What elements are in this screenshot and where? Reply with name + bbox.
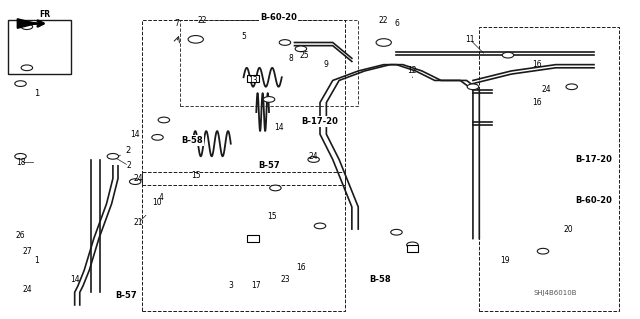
- Circle shape: [538, 249, 548, 254]
- Circle shape: [21, 24, 33, 30]
- Text: 3: 3: [228, 281, 233, 291]
- Text: B-60-20: B-60-20: [260, 13, 297, 22]
- Bar: [141, 20, 346, 185]
- Text: B-60-20: B-60-20: [575, 196, 612, 205]
- Text: 2: 2: [115, 146, 131, 158]
- Text: 14: 14: [131, 130, 140, 139]
- Text: 11: 11: [465, 35, 474, 44]
- Text: 21: 21: [134, 218, 143, 227]
- Text: 24: 24: [541, 85, 551, 94]
- Text: 24: 24: [22, 285, 32, 294]
- Bar: [479, 27, 620, 311]
- Text: 20: 20: [564, 225, 573, 234]
- Circle shape: [263, 97, 275, 102]
- Text: 26: 26: [16, 231, 26, 240]
- Text: B-17-20: B-17-20: [575, 155, 612, 164]
- Circle shape: [308, 157, 319, 162]
- Bar: [180, 20, 358, 106]
- Text: 12: 12: [408, 66, 417, 76]
- Circle shape: [279, 40, 291, 45]
- Circle shape: [21, 65, 33, 70]
- Text: 19: 19: [500, 256, 509, 265]
- Bar: [247, 75, 259, 82]
- Text: 2: 2: [127, 161, 131, 170]
- Text: 6: 6: [394, 19, 399, 28]
- Circle shape: [188, 35, 204, 43]
- Circle shape: [190, 138, 202, 143]
- Text: 24: 24: [309, 152, 319, 161]
- Text: 27: 27: [22, 247, 32, 256]
- Circle shape: [314, 223, 326, 229]
- Bar: [247, 235, 259, 242]
- Text: 22: 22: [197, 16, 207, 25]
- Text: 22: 22: [379, 16, 388, 25]
- Text: 15: 15: [268, 212, 277, 221]
- Circle shape: [566, 84, 577, 90]
- Text: 15: 15: [191, 171, 200, 180]
- Circle shape: [15, 153, 26, 159]
- Text: 10: 10: [153, 198, 163, 207]
- Circle shape: [15, 81, 26, 86]
- Polygon shape: [17, 19, 36, 28]
- Text: 16: 16: [532, 98, 541, 107]
- Text: 5: 5: [241, 32, 246, 41]
- Circle shape: [129, 179, 141, 184]
- Circle shape: [107, 153, 118, 159]
- Bar: [8, 20, 72, 74]
- Bar: [141, 172, 346, 311]
- Text: 7: 7: [174, 19, 179, 28]
- Text: 1: 1: [34, 89, 39, 98]
- Text: FR: FR: [40, 10, 51, 19]
- Text: 23: 23: [280, 275, 290, 284]
- Text: 24: 24: [134, 174, 143, 183]
- Circle shape: [391, 229, 402, 235]
- Text: 18: 18: [16, 158, 25, 167]
- Text: 25: 25: [300, 51, 309, 60]
- Text: 17: 17: [252, 281, 261, 291]
- Text: B-57: B-57: [258, 161, 280, 170]
- Text: SHJ4B6010B: SHJ4B6010B: [534, 291, 577, 296]
- Circle shape: [269, 185, 281, 191]
- Text: 14: 14: [274, 123, 284, 132]
- Text: 14: 14: [70, 275, 79, 284]
- Circle shape: [158, 117, 170, 123]
- Text: B-58: B-58: [370, 275, 391, 284]
- Circle shape: [467, 84, 479, 90]
- Text: 4: 4: [158, 193, 163, 202]
- Circle shape: [152, 135, 163, 140]
- Text: 8: 8: [289, 54, 294, 63]
- Circle shape: [376, 39, 392, 46]
- Text: 16: 16: [532, 60, 541, 69]
- Text: 9: 9: [324, 60, 329, 69]
- Text: B-58: B-58: [182, 136, 204, 145]
- Text: B-17-20: B-17-20: [301, 117, 339, 126]
- Text: 16: 16: [296, 263, 306, 271]
- Circle shape: [406, 242, 418, 248]
- Text: 1: 1: [34, 256, 39, 265]
- Circle shape: [295, 46, 307, 52]
- Text: B-57: B-57: [115, 291, 136, 300]
- Text: 13: 13: [248, 76, 258, 85]
- Bar: [406, 245, 418, 251]
- Circle shape: [502, 52, 514, 58]
